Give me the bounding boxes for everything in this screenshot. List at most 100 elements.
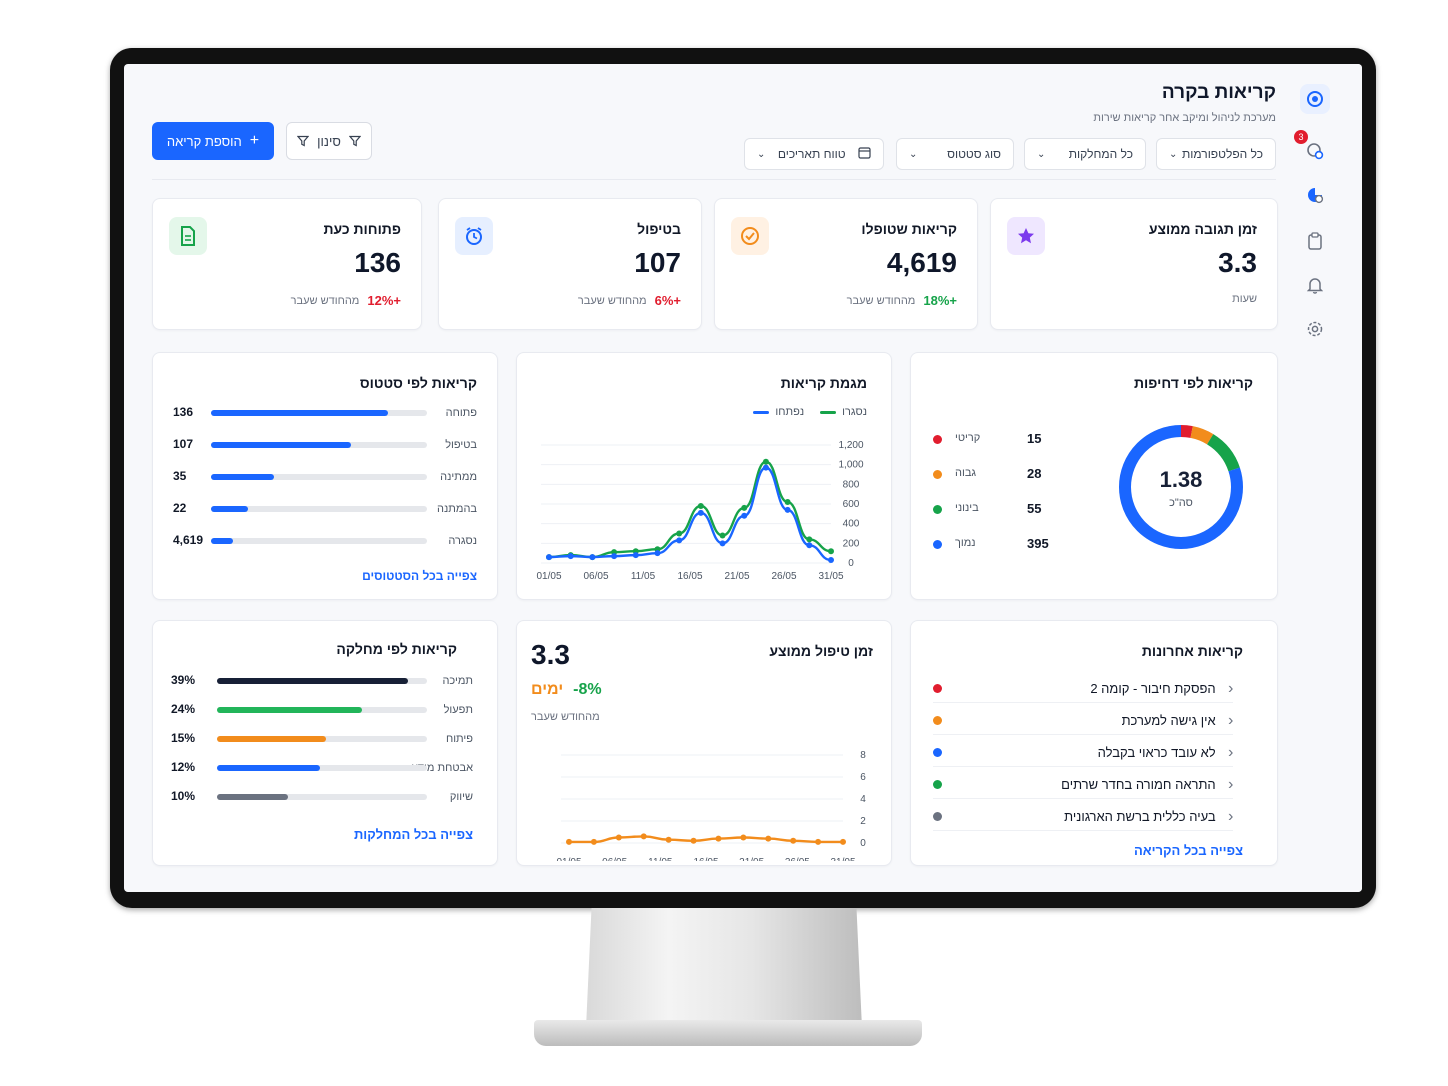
data-point [567, 553, 574, 560]
filter-icon [348, 135, 361, 147]
kpi-footer: שעות [1232, 293, 1257, 305]
recent-ticket-row[interactable]: › התראה חמורה בחדר שרתים [933, 771, 1233, 799]
tickets-icon[interactable]: 3 [1294, 130, 1330, 166]
priority-dot [933, 505, 942, 514]
recent-ticket-row[interactable]: › בעיה כללית ברשת הארגונית [933, 803, 1233, 831]
department-title: קריאות לפי מחלקה [336, 641, 457, 657]
recent-ticket-row[interactable]: › אין גישה למערכת [933, 707, 1233, 735]
handling-value: 3.3 [531, 639, 570, 670]
kpi-value: 136 [354, 247, 401, 278]
handling-line-chart: 0 2 4 6 8 01/05 06/05 11/05 16/05 21/05 26/05 31/05 [556, 750, 866, 861]
data-point [840, 838, 846, 845]
target-icon[interactable] [1300, 84, 1330, 114]
view-all-tickets-link[interactable]: צפייה בכל הקריאה [1133, 843, 1243, 858]
priority-card: קריאות לפי דחיפות 1.38 סה"כ קריטי 15 גבוה 2… [910, 352, 1278, 600]
data-point [654, 550, 661, 557]
x-tick-label: 26/05 [785, 857, 810, 861]
view-all-statuses-link[interactable]: צפייה בכל הסטטוסים [362, 569, 477, 583]
y-tick-label: 600 [843, 499, 860, 510]
settings-gear-icon[interactable] [1300, 314, 1330, 344]
data-point [546, 554, 552, 561]
status-bar-track [211, 410, 427, 416]
chevron-down-icon: ⌄ [757, 148, 766, 160]
monitor-frame: 3 קריאות בקרה מערכת לניהול ומיקב אחר קרי… [110, 48, 1376, 908]
kpi-change: +6% [654, 293, 681, 308]
department-bar-fill [217, 707, 362, 713]
add-ticket-button[interactable]: + הוספת קריאה [152, 122, 274, 160]
data-point [665, 836, 672, 843]
add-ticket-label: הוספת קריאה [166, 133, 242, 149]
status-bar-track [211, 474, 427, 480]
handling-note: מהחודש שעבר [531, 711, 600, 723]
status-bar-track [211, 538, 427, 544]
status-count: 107 [173, 437, 194, 451]
legend-swatch [820, 410, 837, 414]
kpi-note: מהחודש שעבר [846, 294, 916, 307]
kpi-title: בטיפול [637, 221, 681, 237]
handling-unit: ימים [531, 681, 564, 698]
priority-dot [933, 470, 942, 479]
data-point [719, 540, 726, 547]
monitor-stand-neck [586, 908, 862, 1028]
x-tick-label: 31/05 [830, 857, 855, 861]
recent-title: קריאות אחרונות [1141, 643, 1243, 659]
x-tick-label: 16/05 [677, 571, 702, 582]
platform-select[interactable]: כל הפלטפורמות ⌄ [1156, 138, 1276, 170]
data-point [640, 833, 647, 840]
check-circle-icon [731, 217, 769, 255]
department-bar-track [217, 736, 427, 742]
date-range-select[interactable]: טווח תאריכים ⌄ [744, 138, 884, 170]
priority-dot [933, 540, 942, 549]
priority-dot [933, 435, 942, 444]
status-bar-fill [211, 410, 389, 416]
trend-legend: נסגרו נפתחו [753, 406, 867, 418]
x-tick-label: 11/05 [648, 857, 673, 861]
data-point [632, 552, 639, 559]
priority-count: 15 [1027, 431, 1042, 446]
series-line [548, 466, 832, 562]
kpi-title: פתוחות כעת [323, 221, 401, 237]
department-percent: 12% [171, 760, 196, 774]
bell-icon[interactable] [1300, 270, 1330, 300]
notification-count-badge: 3 [1294, 130, 1308, 144]
status-type-select[interactable]: סוג סטטוס ⌄ [896, 138, 1014, 170]
data-point [784, 506, 791, 513]
filter-label: סינון [317, 133, 341, 149]
y-tick-label: 400 [843, 519, 860, 530]
view-all-departments-link[interactable]: צפייה בכל המחלקות [353, 827, 473, 842]
alarm-clock-icon [455, 217, 493, 255]
kpi-card-response-time: זמן תגובה ממוצע 3.3 שעות [990, 198, 1278, 330]
department-label: פיתוח [445, 733, 473, 745]
data-point [697, 509, 704, 516]
data-point [765, 835, 772, 842]
data-point [615, 834, 622, 841]
recent-ticket-row[interactable]: › הפסקת חיבור - קומה 2 [933, 675, 1233, 703]
recent-ticket-dot [933, 780, 942, 789]
recent-ticket-dot [933, 716, 942, 725]
x-tick-label: 06/05 [583, 571, 608, 582]
status-bar-fill [211, 506, 248, 512]
priority-count: 28 [1027, 466, 1042, 481]
clipboard-icon[interactable] [1300, 226, 1330, 256]
priority-title: קריאות לפי דחיפות [1134, 375, 1253, 391]
series-line [569, 835, 843, 844]
y-tick-label: 0 [848, 558, 854, 569]
x-tick-label: 21/05 [739, 857, 764, 861]
filter-button[interactable]: סינון [286, 122, 372, 160]
chevron-left-icon: › [1227, 711, 1233, 729]
department-bar-track [217, 707, 427, 713]
recent-ticket-row[interactable]: › לא עובד כראוי בקבלה [933, 739, 1233, 767]
filter-icon [297, 135, 310, 147]
y-tick-label: 1,200 [838, 440, 863, 451]
star-icon [1007, 217, 1045, 255]
department-percent: 39% [171, 673, 196, 687]
pie-chart-icon[interactable] [1300, 180, 1330, 210]
data-point [589, 554, 596, 561]
status-bar-fill [211, 538, 233, 544]
department-select[interactable]: כל המחלקות ⌄ [1024, 138, 1146, 170]
kpi-value: 3.3 [1218, 247, 1257, 278]
recent-ticket-title: אין גישה למערכת [1121, 713, 1216, 728]
status-bar-track [211, 442, 427, 448]
status-title: קריאות לפי סטטוס [359, 375, 477, 391]
priority-label: נמוך [955, 537, 976, 549]
